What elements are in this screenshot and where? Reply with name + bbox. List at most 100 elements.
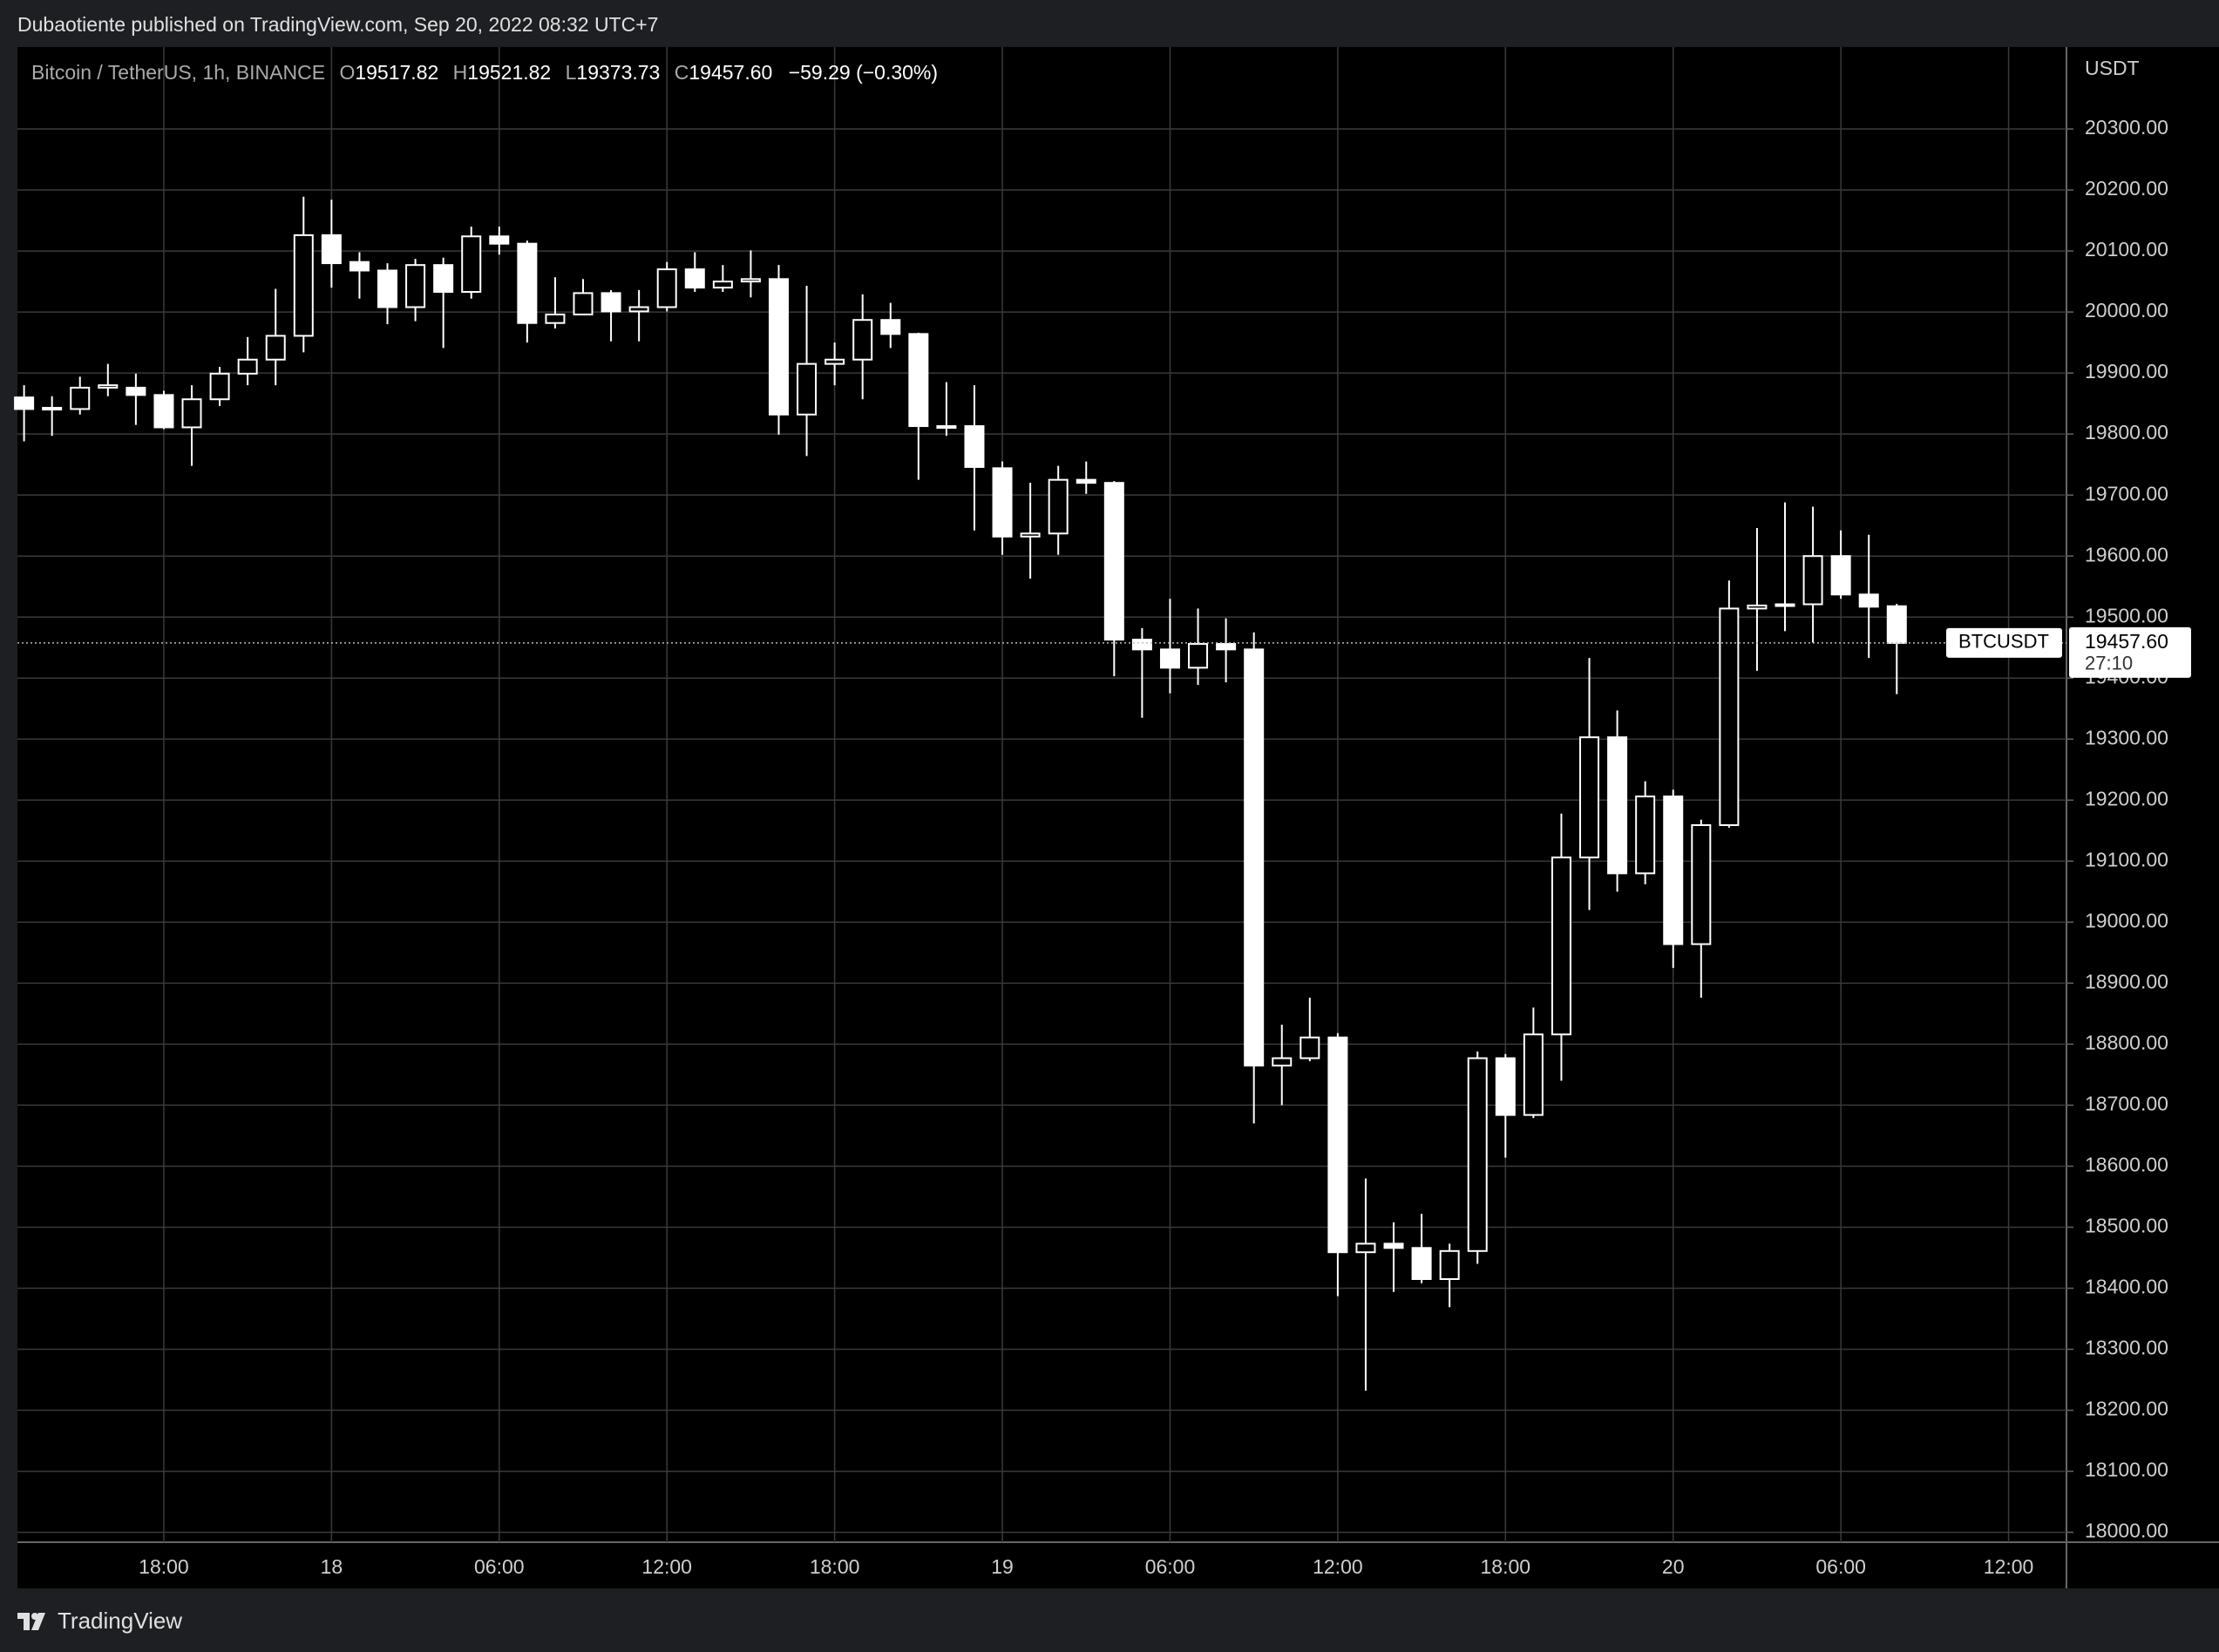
candle-body <box>1327 1036 1348 1254</box>
price-axis <box>2066 47 2219 1542</box>
candle-body <box>880 319 901 335</box>
x-tick-label: 06:00 <box>474 1555 525 1578</box>
y-tick-label: 19700.00 <box>2085 482 2168 504</box>
x-tick-label: 18 <box>321 1555 343 1578</box>
candle-body <box>852 319 873 361</box>
ohlc-letter: C <box>675 61 689 84</box>
candle-body <box>517 242 538 324</box>
candle-body <box>628 306 649 313</box>
candle-body <box>489 235 510 245</box>
candle-body <box>153 394 174 429</box>
y-tick-label: 18600.00 <box>2085 1154 2168 1176</box>
y-tick-label: 20000.00 <box>2085 299 2168 322</box>
candle-body <box>181 398 202 429</box>
candle-body <box>1691 824 1712 945</box>
candle-body <box>656 268 677 308</box>
candle-body <box>545 313 566 324</box>
candle-body <box>797 362 818 416</box>
ohlc-letter: O <box>339 61 355 84</box>
x-tick-label: 12:00 <box>641 1555 692 1578</box>
candle-body <box>992 467 1013 538</box>
candle-body <box>1159 648 1180 669</box>
candle-body <box>98 384 119 389</box>
y-tick-label: 18800.00 <box>2085 1031 2168 1053</box>
candle-body <box>824 358 845 365</box>
y-tick-label: 18700.00 <box>2085 1093 2168 1115</box>
candle-body <box>964 425 985 468</box>
ohlc-value: 19517.82 <box>355 61 438 84</box>
y-tick-label: 19600.00 <box>2085 543 2168 565</box>
y-tick-label: 20100.00 <box>2085 238 2168 261</box>
candle-body <box>684 268 705 289</box>
symbol-title: Bitcoin / TetherUS, 1h, BINANCE <box>31 61 325 84</box>
candle-body <box>1551 856 1571 1036</box>
candle-body <box>1802 555 1823 606</box>
candle-body <box>42 407 63 411</box>
candle-body <box>1383 1242 1404 1249</box>
y-tick-label: 20200.00 <box>2085 177 2168 200</box>
candle-body <box>1300 1036 1320 1060</box>
candle-body <box>237 358 258 375</box>
candle-body <box>908 333 929 428</box>
candle-body <box>1103 482 1124 641</box>
symbol-tag: BTCUSDT <box>1958 631 2049 653</box>
candle-body <box>1886 605 1907 644</box>
y-tick-label: 19500.00 <box>2085 604 2168 626</box>
y-tick-label: 18300.00 <box>2085 1337 2168 1359</box>
candle-body <box>1830 555 1851 596</box>
x-tick-label: 12:00 <box>1313 1555 1363 1578</box>
candle-body <box>1747 604 1768 610</box>
legend: Bitcoin / TetherUS, 1h, BINANCE O19517.8… <box>31 61 938 84</box>
y-tick-label: 19300.00 <box>2085 726 2168 748</box>
time-axis <box>17 1542 2219 1588</box>
logo <box>17 1613 45 1630</box>
candle-body <box>1048 478 1069 535</box>
ohlc-value: 19457.60 <box>689 61 772 84</box>
x-tick-label: 12:00 <box>1984 1555 2034 1578</box>
y-tick-label: 18400.00 <box>2085 1276 2168 1298</box>
candle-body <box>740 278 761 283</box>
y-tick-label: 19200.00 <box>2085 787 2168 809</box>
candle-body <box>1439 1249 1460 1280</box>
symbol-tag-box <box>1946 627 2062 658</box>
countdown: 27:10 <box>2085 653 2133 674</box>
x-tick-label: 19 <box>991 1555 1014 1578</box>
candle-body <box>293 234 314 337</box>
x-tick-label: 18:00 <box>139 1555 189 1578</box>
candle-body <box>1635 796 1656 875</box>
price-tag-box <box>2069 626 2191 678</box>
y-tick-label: 19000.00 <box>2085 909 2168 931</box>
ohlc-letter: L <box>566 61 577 84</box>
x-tick-label: 06:00 <box>1145 1555 1196 1578</box>
candle-body <box>126 386 146 396</box>
candle-body <box>265 335 286 361</box>
candle-body <box>321 234 342 265</box>
x-tick-label: 06:00 <box>1815 1555 1866 1578</box>
candle-body <box>349 261 370 272</box>
ohlc-letter: H <box>453 61 468 84</box>
candle-body <box>433 264 454 293</box>
y-tick-label: 20300.00 <box>2085 116 2168 139</box>
candle-body <box>1216 643 1237 651</box>
brand: TradingView <box>58 1608 182 1634</box>
y-tick-label: 18500.00 <box>2085 1215 2168 1237</box>
y-tick-label: 18000.00 <box>2085 1520 2168 1542</box>
change: −59.29 (−0.30%) <box>789 61 938 84</box>
candle-body <box>1719 607 1740 827</box>
candle-body <box>1523 1033 1544 1116</box>
price-tag: 19457.60 <box>2085 630 2168 653</box>
candle-body <box>1775 603 1795 607</box>
y-tick-label: 18200.00 <box>2085 1398 2168 1420</box>
candle-body <box>1495 1057 1516 1116</box>
candle-body <box>461 235 482 293</box>
y-tick-label: 19900.00 <box>2085 360 2168 383</box>
candles <box>14 196 2066 1391</box>
candle-body <box>1858 593 1879 608</box>
candle-body <box>1663 796 1684 945</box>
candle-body <box>1355 1242 1376 1254</box>
candle-body <box>936 425 957 430</box>
plot-area <box>17 47 2066 1542</box>
candle-body <box>768 278 789 416</box>
